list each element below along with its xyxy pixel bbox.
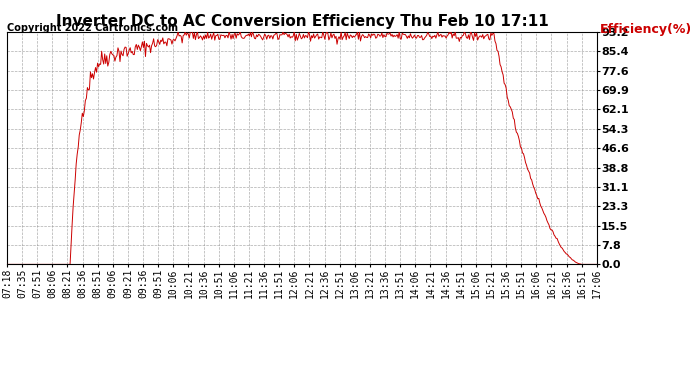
Title: Inverter DC to AC Conversion Efficiency Thu Feb 10 17:11: Inverter DC to AC Conversion Efficiency … [55, 14, 549, 29]
Text: Copyright 2022 Cartronics.com: Copyright 2022 Cartronics.com [7, 22, 178, 33]
Text: Efficiency(%): Efficiency(%) [600, 22, 690, 36]
